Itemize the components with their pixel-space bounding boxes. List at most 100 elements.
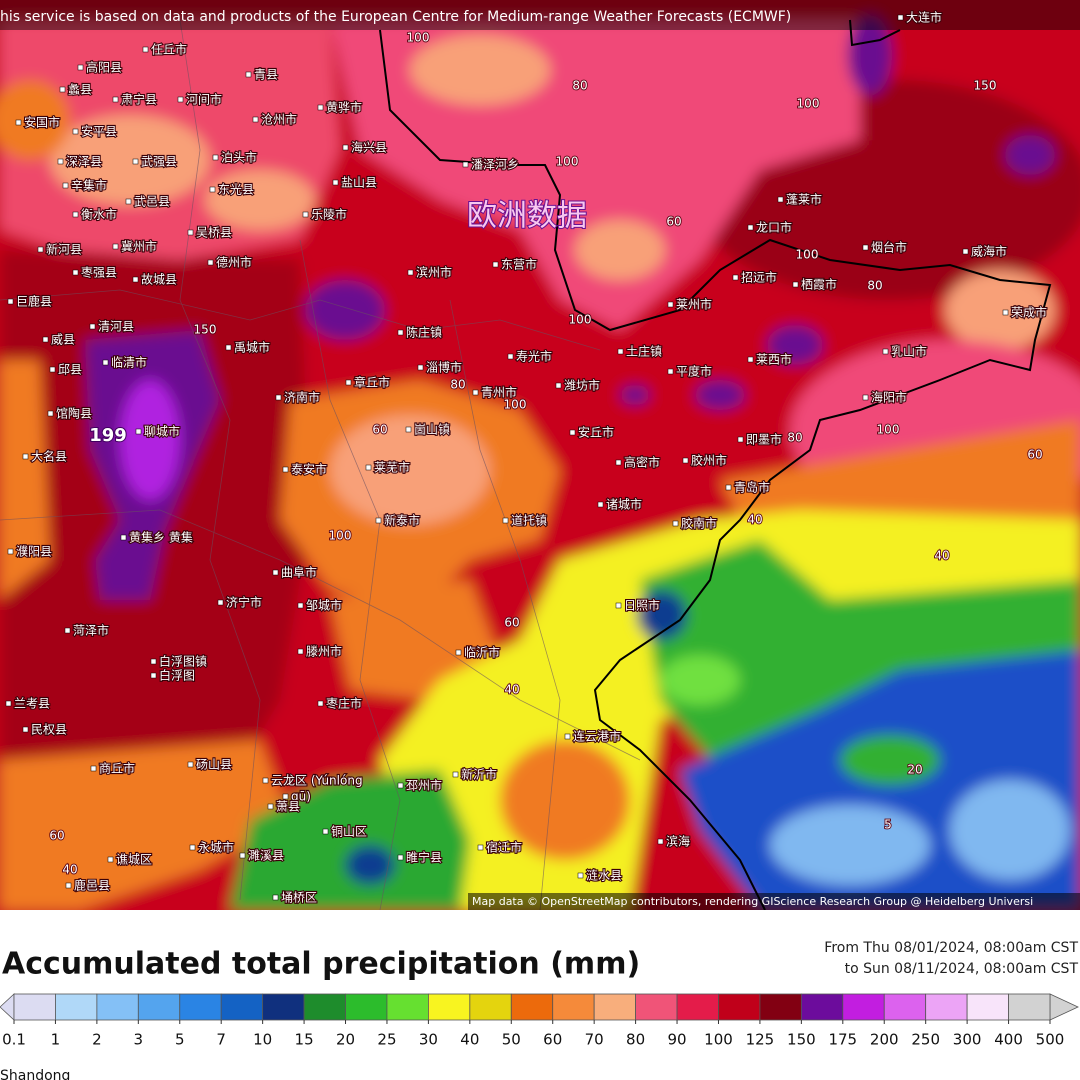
city-marker <box>187 229 194 236</box>
city-label: 故城县 <box>141 272 177 287</box>
city-label: 乳山市 <box>891 344 927 359</box>
city-label: 青县 <box>254 68 278 82</box>
contour-label: 60 <box>1027 448 1042 462</box>
city-marker <box>667 301 674 308</box>
city-label: 沧州市 <box>261 112 297 127</box>
city-marker <box>317 104 324 111</box>
city-marker <box>22 726 29 733</box>
map: his service is based on data and product… <box>0 0 1080 910</box>
city-marker <box>345 379 352 386</box>
contour-label: 5 <box>884 818 892 832</box>
city-label: 栖霞市 <box>801 277 837 292</box>
colorbar-swatch <box>220 993 264 1021</box>
city-label: 章丘市 <box>354 375 390 390</box>
city-label: 海兴县 <box>351 140 387 155</box>
city-label: 新沂市 <box>461 767 497 782</box>
city-label: 巨鹿县 <box>16 294 52 309</box>
city-label: 乐陵市 <box>311 207 347 222</box>
contour-label: 150 <box>974 79 997 93</box>
city-marker <box>472 389 479 396</box>
city-marker <box>142 46 149 53</box>
city-label: 河间市 <box>186 92 222 107</box>
city-marker <box>617 348 624 355</box>
city-marker <box>187 761 194 768</box>
colorbar-label: 90 <box>667 1031 686 1049</box>
city-marker <box>282 793 289 800</box>
city-marker <box>239 852 246 859</box>
city-label: 新泰市 <box>384 513 420 528</box>
contour-label: 100 <box>407 31 430 45</box>
city-marker <box>777 196 784 203</box>
city-marker <box>209 186 216 193</box>
colorbar-swatch <box>593 993 636 1021</box>
city-label: 威县 <box>51 333 75 347</box>
city-label: 青岛市 <box>734 480 770 495</box>
contour-label: 100 <box>797 97 820 111</box>
colorbar-swatch <box>925 993 968 1021</box>
colorbar-swatch <box>262 993 305 1021</box>
contour-label: 80 <box>787 431 802 445</box>
contour-label: 100 <box>329 529 352 543</box>
colorbar-swatch <box>552 993 595 1021</box>
city-label: 连云港市 <box>573 729 621 744</box>
max-value: 199 <box>89 425 127 446</box>
city-label: 邹城市 <box>306 598 342 613</box>
city-label: 蓬莱市 <box>786 192 822 207</box>
city-label: 睢宁县 <box>406 850 442 865</box>
city-label: 云龙区 (Yúnlóng <box>271 774 363 788</box>
city-label: 枣庄市 <box>326 696 362 711</box>
city-marker <box>90 765 97 772</box>
city-marker <box>225 344 232 351</box>
city-marker <box>569 429 576 436</box>
city-marker <box>125 198 132 205</box>
city-label: 菏泽市 <box>73 623 109 638</box>
city-marker <box>177 96 184 103</box>
colorbar-swatch <box>676 993 719 1021</box>
city-marker <box>597 501 604 508</box>
colorbar-label: 25 <box>377 1031 396 1049</box>
contour-label: 40 <box>934 549 949 563</box>
city-label: 济南市 <box>284 390 320 405</box>
city-marker <box>72 211 79 218</box>
city-marker <box>962 248 969 255</box>
colorbar-swatch <box>469 993 512 1021</box>
colorbar-label: 100 <box>704 1031 733 1049</box>
precip-field <box>0 0 1080 910</box>
city-marker <box>64 627 71 634</box>
city-marker <box>477 844 484 851</box>
contour-label: 150 <box>194 323 217 337</box>
colorbar-swatch <box>800 993 844 1021</box>
city-label: 大连市 <box>906 10 942 25</box>
map-credit: Map data © OpenStreetMap contributors, r… <box>472 895 1033 908</box>
city-marker <box>725 484 732 491</box>
city-label: 盐山县 <box>341 176 377 190</box>
city-marker <box>1002 309 1009 316</box>
city-marker <box>245 71 252 78</box>
colorbar-label: 400 <box>994 1031 1023 1049</box>
city-label: 武邑县 <box>134 195 170 209</box>
city-marker <box>507 353 514 360</box>
city-label: 肃宁县 <box>121 92 157 107</box>
contour-label: 80 <box>572 79 587 93</box>
city-label: 泊头市 <box>221 150 257 165</box>
contour-label: 40 <box>504 683 519 697</box>
city-marker <box>492 261 499 268</box>
city-label: 深泽县 <box>66 155 102 169</box>
colorbar-label: 60 <box>543 1031 562 1049</box>
colorbar-swatch <box>883 993 927 1021</box>
city-marker <box>262 777 269 784</box>
colorbar-swatch <box>55 993 98 1021</box>
city-marker <box>375 517 382 524</box>
city-marker <box>365 464 372 471</box>
colorbar-swatch <box>759 993 802 1021</box>
city-marker <box>462 161 469 168</box>
city-label: 鹿邑县 <box>74 878 110 893</box>
city-marker <box>667 368 674 375</box>
colorbar-label: 7 <box>216 1031 226 1049</box>
coastline <box>849 19 901 47</box>
colorbar-label: 0.1 <box>2 1031 26 1049</box>
contour-label: 60 <box>504 616 519 630</box>
city-label: 日照市 <box>624 598 660 613</box>
contour-label: 40 <box>62 863 77 877</box>
city-marker <box>150 672 157 679</box>
